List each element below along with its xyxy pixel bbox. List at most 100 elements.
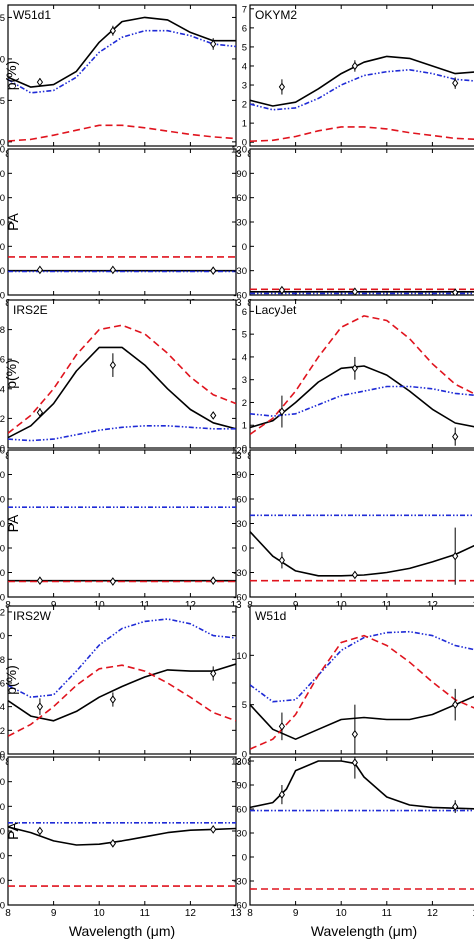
y-tick-label: 0 xyxy=(242,544,247,555)
data-point xyxy=(210,824,217,834)
y-tick-label: 0 xyxy=(242,138,247,149)
y-tick-label: 12 xyxy=(0,607,5,618)
x-tick-label: 13 xyxy=(230,908,242,919)
plot-frame xyxy=(7,148,237,296)
plot-frame xyxy=(249,148,474,296)
data-point xyxy=(278,790,286,799)
data-point xyxy=(278,82,286,92)
data-point xyxy=(36,265,44,275)
y-tick-label: -30 xyxy=(0,266,5,277)
panel-irs2w-pa: 8 9 10 11 12 13 -60 -30 0 30 60 90 120 PA xyxy=(0,753,242,920)
series-line-red xyxy=(8,124,236,142)
data-point xyxy=(210,411,217,420)
y-tick-label: 2 xyxy=(0,726,5,737)
y-tick-label: -30 xyxy=(233,266,247,277)
p-axis-label: p(%) xyxy=(3,665,19,695)
y-tick-label: 30 xyxy=(236,218,247,229)
y-tick-label: 60 xyxy=(0,802,5,813)
y-tick-label: 3 xyxy=(242,81,247,92)
x-tick-label: 9 xyxy=(293,908,299,919)
y-tick-label: 60 xyxy=(236,805,247,816)
series-line-red xyxy=(250,315,474,435)
y-tick-label: -60 xyxy=(0,901,5,912)
plot-frame xyxy=(249,299,474,449)
y-tick-label: 120 xyxy=(0,145,5,156)
y-tick-label: 60 xyxy=(236,495,247,506)
y-tick-label: -60 xyxy=(233,291,247,302)
data-point xyxy=(36,576,44,586)
y-tick-label: 60 xyxy=(0,495,5,506)
data-point xyxy=(109,838,116,848)
y-tick-label: 120 xyxy=(0,753,5,764)
y-tick-label: 1 xyxy=(242,421,247,432)
data-point xyxy=(109,26,116,36)
series-line-black xyxy=(250,365,474,429)
y-tick-label: 4 xyxy=(0,702,5,713)
data-point xyxy=(452,700,459,710)
y-tick-label: 0 xyxy=(242,444,247,455)
panel-w51d-p: 89101112130510W51dp(%) xyxy=(236,605,474,768)
series-line-black xyxy=(8,346,236,439)
series-group xyxy=(8,256,236,276)
panel-w51d1-p: 8910111213051015W51d1p(%) xyxy=(0,4,242,160)
panel-title: W51d1 xyxy=(13,8,51,22)
series-line-red xyxy=(8,324,236,434)
y-tick-label: 120 xyxy=(231,446,247,457)
y-tick-label: 30 xyxy=(0,827,5,838)
x-tick-label: 8 xyxy=(5,908,11,919)
pa-axis-label: PA xyxy=(5,822,21,840)
y-tick-label: 120 xyxy=(231,145,247,156)
data-point xyxy=(36,77,44,87)
x-axis-label: Wavelength (μm) xyxy=(69,923,175,939)
pa-axis-label: PA xyxy=(5,213,21,231)
y-tick-label: 30 xyxy=(0,519,5,530)
y-tick-label: 6 xyxy=(0,355,5,366)
data-point xyxy=(109,360,116,370)
data-point xyxy=(452,551,459,561)
y-tick-label: -30 xyxy=(233,877,247,888)
y-tick-label: 7 xyxy=(242,4,247,15)
data-point xyxy=(452,802,459,811)
x-tick-label: 9 xyxy=(51,908,57,919)
y-tick-label: 90 xyxy=(236,470,247,481)
y-tick-label: 4 xyxy=(242,61,247,72)
series-group xyxy=(250,285,474,295)
data-point xyxy=(278,722,286,731)
series-line-blue xyxy=(250,630,474,703)
y-tick-label: 3 xyxy=(242,375,247,386)
y-tick-label: 0 xyxy=(0,137,5,148)
y-tick-label: 60 xyxy=(236,193,247,204)
x-axis-label: Wavelength (μm) xyxy=(311,923,417,939)
y-tick-label: 4 xyxy=(0,384,5,395)
data-point xyxy=(351,61,358,71)
series-line-blue xyxy=(8,618,236,699)
y-tick-label: 120 xyxy=(0,446,5,457)
panel-title: IRS2W xyxy=(13,609,52,623)
data-point xyxy=(109,265,116,275)
series-line-blue xyxy=(8,29,236,94)
y-tick-label: 5 xyxy=(242,42,247,53)
series-line-red xyxy=(8,664,236,737)
y-tick-label: 10 xyxy=(236,651,247,662)
y-tick-label: -60 xyxy=(0,291,5,302)
panel-title: LacyJet xyxy=(255,303,297,317)
data-point xyxy=(210,669,217,678)
y-tick-label: 120 xyxy=(231,757,247,768)
y-tick-label: 90 xyxy=(236,169,247,180)
data-point xyxy=(36,702,44,712)
y-tick-label: -30 xyxy=(0,568,5,579)
y-tick-label: 6 xyxy=(242,307,247,318)
x-tick-label: 11 xyxy=(382,908,393,919)
x-tick-label: 12 xyxy=(185,908,197,919)
y-tick-label: 0 xyxy=(242,853,247,864)
plot-frame xyxy=(7,756,237,906)
series-group xyxy=(8,506,236,586)
p-axis-label: p(%) xyxy=(3,359,19,389)
y-tick-label: 15 xyxy=(0,13,5,24)
series-line-blue xyxy=(250,69,474,111)
data-point xyxy=(278,555,286,565)
y-tick-label: 30 xyxy=(236,829,247,840)
y-tick-label: 90 xyxy=(0,470,5,481)
